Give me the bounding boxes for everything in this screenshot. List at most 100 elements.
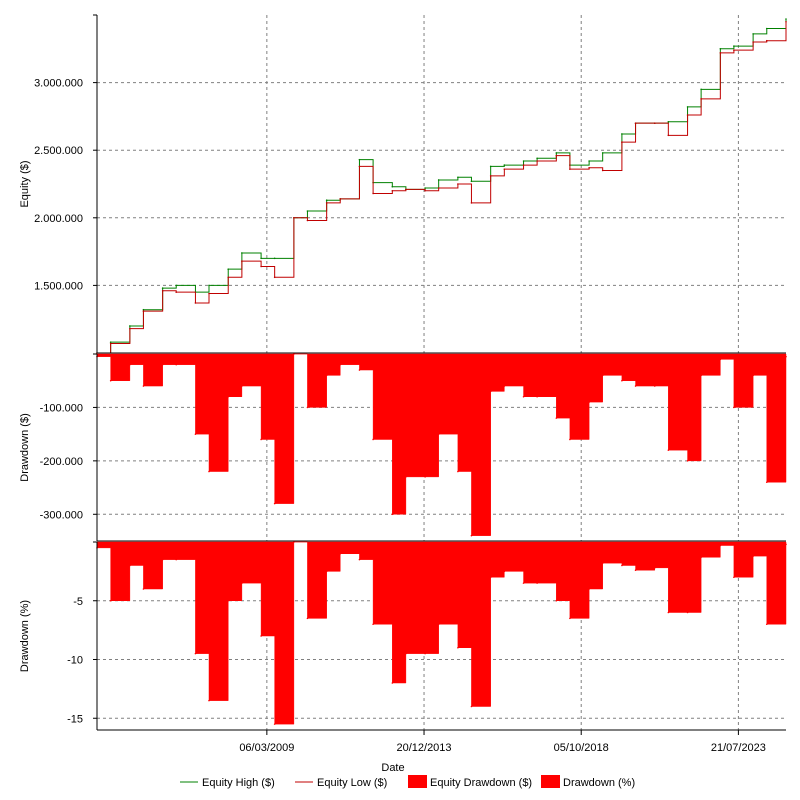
equity-point xyxy=(621,133,623,135)
drawdown-point xyxy=(161,363,164,366)
legend-label: Drawdown (%) xyxy=(563,777,635,789)
drawdown-point xyxy=(142,588,145,590)
drawdown-point xyxy=(785,355,787,358)
drawdown-point xyxy=(536,582,538,584)
drawdown-point xyxy=(372,623,374,626)
drawdown-point xyxy=(293,541,295,543)
equity-point xyxy=(241,252,243,254)
equity-point xyxy=(667,134,670,137)
equity-point xyxy=(785,18,787,20)
drawdown-point xyxy=(358,369,361,371)
equity-point xyxy=(653,122,656,124)
equity-point xyxy=(555,154,558,157)
drawdown-point xyxy=(588,588,590,590)
equity-point xyxy=(109,342,112,345)
drawdown-point xyxy=(601,374,604,377)
equity-point xyxy=(391,185,394,188)
y-tick-label: 2.500.000 xyxy=(34,145,83,157)
panel-drawdown_usd: -100.000 -200.000 -300.000 Drawdown ($) xyxy=(19,353,787,542)
drawdown-point xyxy=(621,564,623,567)
equity-point xyxy=(339,198,342,200)
equity-point xyxy=(129,327,131,330)
drawdown-point xyxy=(601,562,604,564)
drawdown-point xyxy=(470,705,473,708)
equity-point xyxy=(733,45,735,47)
drawdown-point xyxy=(667,449,670,451)
drawdown-point xyxy=(391,513,394,516)
equity-point xyxy=(372,192,374,195)
y-tick-label: 2.000.000 xyxy=(34,213,83,225)
equity-point xyxy=(142,308,145,311)
y-tick-label: -100.000 xyxy=(40,402,83,414)
drawdown-point xyxy=(325,570,328,573)
drawdown-point xyxy=(129,363,131,366)
legend-swatch-box xyxy=(408,775,427,788)
drawdown-point xyxy=(719,544,722,547)
drawdown-point xyxy=(241,582,243,584)
equity-point xyxy=(109,341,112,343)
legend-item: Equity High ($) xyxy=(180,777,275,789)
equity-point xyxy=(700,98,702,100)
equity-point xyxy=(227,268,230,270)
drawdown-point xyxy=(634,385,637,387)
equity-point xyxy=(306,210,309,212)
drawdown-point xyxy=(194,433,197,435)
drawdown-point xyxy=(752,374,754,377)
series-line-equity-low xyxy=(97,21,787,354)
drawdown-point xyxy=(686,611,689,614)
equity-point xyxy=(424,187,426,189)
drawdown-point xyxy=(634,569,637,571)
drawdown-point xyxy=(260,635,262,637)
y-tick-label: 3.000.000 xyxy=(34,78,83,90)
equity-point xyxy=(142,310,145,312)
panel-equity: 1.500.000 2.000.000 2.500.000 3.000.000 Equi… xyxy=(19,14,787,354)
equity-point xyxy=(569,168,571,170)
equity-point xyxy=(536,157,538,160)
drawdown-point xyxy=(765,481,768,484)
drawdown-point xyxy=(569,617,571,620)
drawdown-point xyxy=(765,623,768,626)
drawdown-point xyxy=(405,652,407,655)
legend-item: Drawdown (%) xyxy=(541,775,635,789)
drawdown-point xyxy=(391,682,394,684)
drawdown-point xyxy=(522,582,525,584)
drawdown-point xyxy=(700,374,702,377)
equity-point xyxy=(503,164,506,166)
legend-swatch-box xyxy=(541,775,560,788)
drawdown-point xyxy=(424,476,426,478)
drawdown-point xyxy=(306,617,309,620)
drawdown-point xyxy=(208,699,210,702)
x-axis: Date 06/03/2009 20/12/2013 05/10/2018 21/07… xyxy=(239,730,766,774)
equity-point xyxy=(555,152,558,154)
equity-point xyxy=(325,202,328,204)
equity-point xyxy=(273,257,276,260)
drawdown-point xyxy=(752,555,754,557)
equity-point xyxy=(522,160,525,162)
drawdown-point xyxy=(405,476,407,478)
equity-point xyxy=(325,199,328,202)
equity-point xyxy=(241,260,243,262)
y-tick-label: 1.500.000 xyxy=(34,280,83,292)
drawdown-point xyxy=(470,534,473,537)
drawdown-point xyxy=(142,385,145,387)
drawdown-point xyxy=(208,470,210,473)
drawdown-point xyxy=(522,395,525,398)
equity-point xyxy=(405,188,407,191)
drawdown-point xyxy=(457,646,459,649)
equity-point xyxy=(719,48,722,50)
y-tick-label: -200.000 xyxy=(40,456,83,468)
equity-point xyxy=(733,49,735,51)
drawdown-point xyxy=(109,599,112,602)
equity-point xyxy=(208,284,210,287)
equity-point xyxy=(194,302,197,304)
drawdown-point xyxy=(306,406,309,409)
y-axis-title: Drawdown (%) xyxy=(19,600,31,672)
equity-point xyxy=(358,158,361,161)
equity-point xyxy=(522,164,525,166)
legend: Equity High ($) Equity Low ($) Equity Draw… xyxy=(180,775,635,789)
equity-point xyxy=(601,152,604,154)
equity-point xyxy=(293,217,295,219)
equity-point xyxy=(457,176,459,179)
